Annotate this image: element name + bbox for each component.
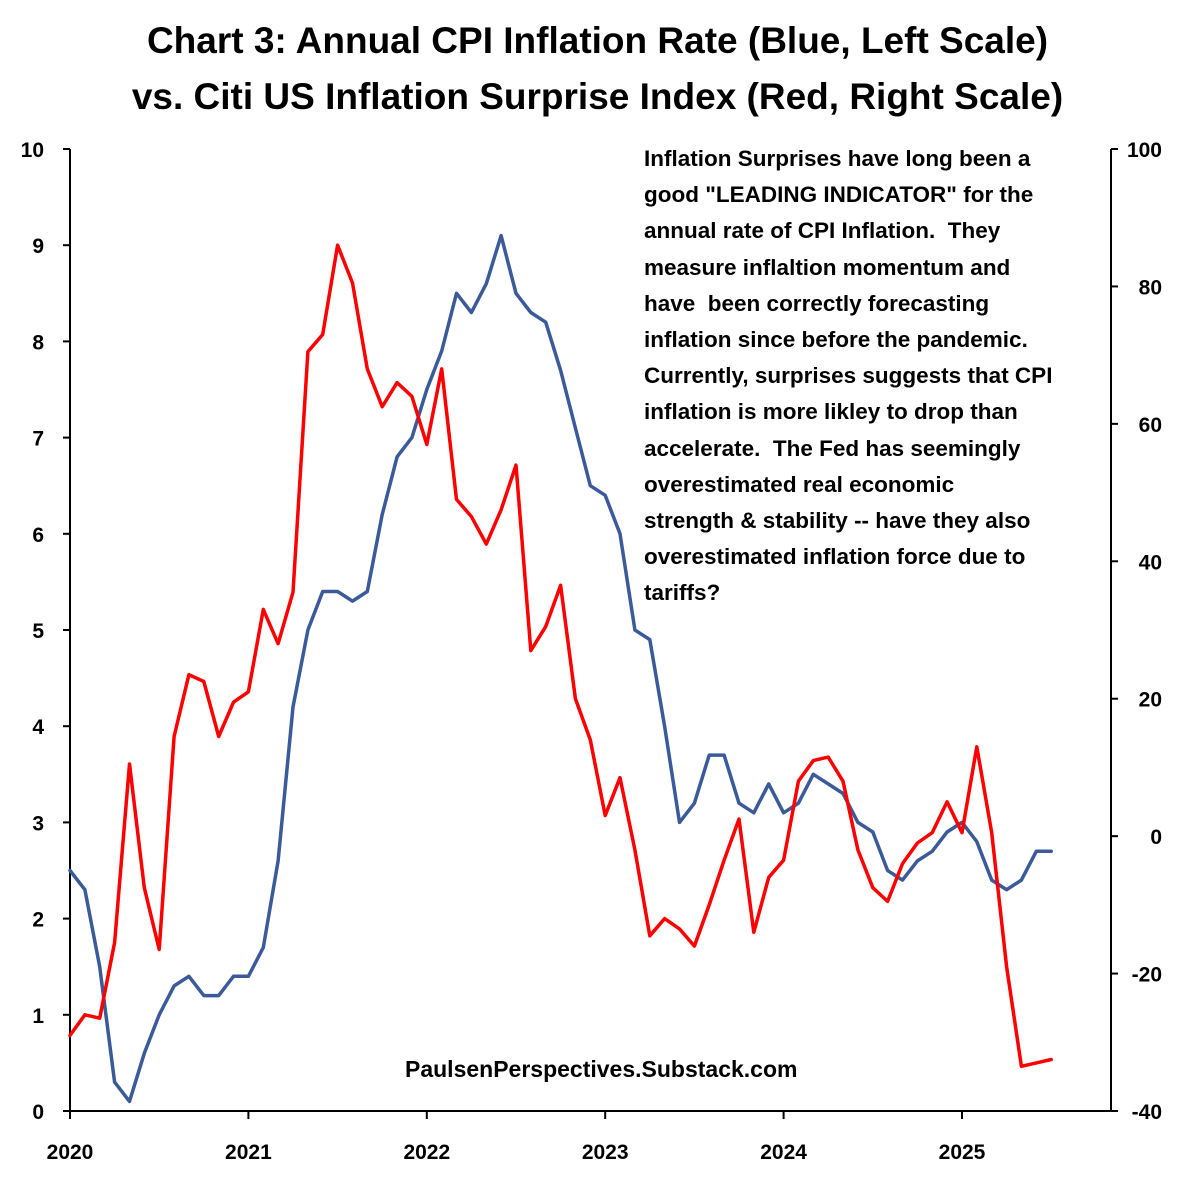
chart-title-line-2: vs. Citi US Inflation Surprise Index (Re…	[131, 76, 1064, 117]
left-y-tick-label: 10	[21, 139, 44, 162]
x-tick-label: 2024	[760, 1141, 807, 1164]
left-y-tick-label: 0	[32, 1101, 44, 1124]
left-y-tick-label: 6	[32, 524, 44, 547]
x-tick-label: 2025	[939, 1141, 986, 1164]
right-y-tick-label: 80	[1139, 276, 1162, 299]
left-y-tick-label: 3	[32, 812, 44, 835]
source-credit: PaulsenPerspectives.Substack.com	[405, 1056, 798, 1082]
right-y-tick-label: -40	[1132, 1101, 1162, 1124]
right-y-tick-label: 0	[1150, 826, 1162, 849]
right-y-tick-label: 60	[1139, 414, 1162, 437]
right-y-tick-label: 100	[1127, 139, 1162, 162]
x-tick-label: 2021	[225, 1141, 272, 1164]
annotation-text: Inflation Surprises have long been a goo…	[644, 146, 1053, 606]
left-y-tick-label: 4	[32, 716, 44, 739]
left-y-tick-label: 1	[32, 1005, 44, 1028]
left-y-tick-label: 5	[32, 620, 44, 643]
left-y-tick-label: 7	[32, 428, 44, 451]
left-y-tick-label: 2	[32, 909, 44, 932]
x-tick-label: 2020	[47, 1141, 94, 1164]
inflation-surprise-line	[68, 243, 1053, 1069]
cpi-inflation-line	[68, 233, 1053, 1104]
right-y-tick-label: -20	[1132, 964, 1162, 987]
chart-title-line-1: Chart 3: Annual CPI Inflation Rate (Blue…	[146, 20, 1049, 61]
x-tick-label: 2023	[582, 1141, 629, 1164]
right-y-tick-label: 40	[1139, 551, 1162, 574]
right-y-tick-label: 20	[1139, 689, 1162, 712]
left-y-tick-label: 9	[32, 235, 44, 258]
x-tick-label: 2022	[403, 1141, 450, 1164]
left-y-tick-label: 8	[32, 331, 44, 354]
